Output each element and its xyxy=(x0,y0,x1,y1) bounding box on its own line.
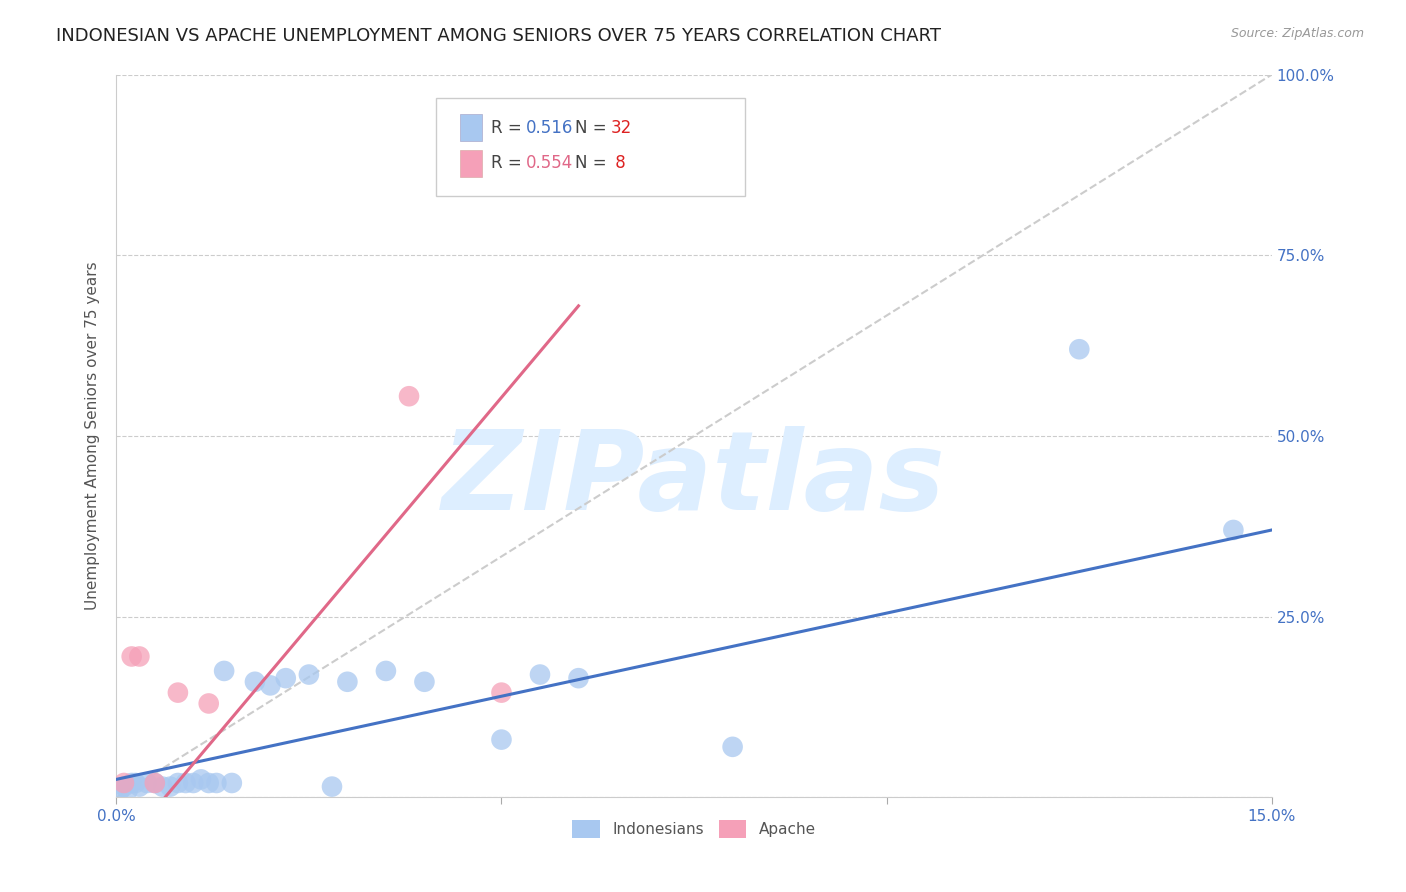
Point xyxy=(121,776,143,790)
Point xyxy=(205,776,228,790)
Point xyxy=(128,649,150,664)
Point xyxy=(274,671,297,685)
Point xyxy=(128,780,150,794)
Point xyxy=(167,776,190,790)
Point xyxy=(197,697,219,711)
Point xyxy=(152,780,174,794)
Point xyxy=(491,732,513,747)
Text: Source: ZipAtlas.com: Source: ZipAtlas.com xyxy=(1230,27,1364,40)
Point xyxy=(108,783,131,797)
Text: 32: 32 xyxy=(610,119,631,136)
Point xyxy=(1069,343,1091,357)
Text: 8: 8 xyxy=(610,154,626,172)
Point xyxy=(124,776,146,790)
Point xyxy=(117,783,139,797)
Point xyxy=(721,739,744,754)
Point xyxy=(174,776,197,790)
Point xyxy=(259,678,281,692)
Point xyxy=(413,674,436,689)
Point xyxy=(136,776,159,790)
Text: INDONESIAN VS APACHE UNEMPLOYMENT AMONG SENIORS OVER 75 YEARS CORRELATION CHART: INDONESIAN VS APACHE UNEMPLOYMENT AMONG … xyxy=(56,27,941,45)
Point xyxy=(243,674,266,689)
Point xyxy=(321,780,343,794)
Point xyxy=(567,671,589,685)
Legend: Indonesians, Apache: Indonesians, Apache xyxy=(567,814,823,844)
Point xyxy=(529,667,551,681)
Point xyxy=(143,776,166,790)
Point xyxy=(112,776,135,790)
Point xyxy=(143,776,166,790)
Text: N =: N = xyxy=(575,154,612,172)
Text: ZIPatlas: ZIPatlas xyxy=(443,425,946,533)
Point xyxy=(112,780,135,794)
Text: R =: R = xyxy=(491,154,527,172)
Text: R =: R = xyxy=(491,119,527,136)
Point xyxy=(374,664,396,678)
Point xyxy=(1222,523,1244,537)
Y-axis label: Unemployment Among Seniors over 75 years: Unemployment Among Seniors over 75 years xyxy=(86,261,100,610)
Point xyxy=(212,664,235,678)
Text: 0.516: 0.516 xyxy=(526,119,574,136)
Text: N =: N = xyxy=(575,119,612,136)
Point xyxy=(336,674,359,689)
Text: 0.554: 0.554 xyxy=(526,154,574,172)
Point xyxy=(298,667,321,681)
Point xyxy=(197,776,219,790)
Point xyxy=(121,649,143,664)
Point xyxy=(159,780,181,794)
Point xyxy=(221,776,243,790)
Point xyxy=(398,389,420,403)
Point xyxy=(491,685,513,699)
Point xyxy=(190,772,212,787)
Point xyxy=(181,776,204,790)
Point xyxy=(167,685,190,699)
